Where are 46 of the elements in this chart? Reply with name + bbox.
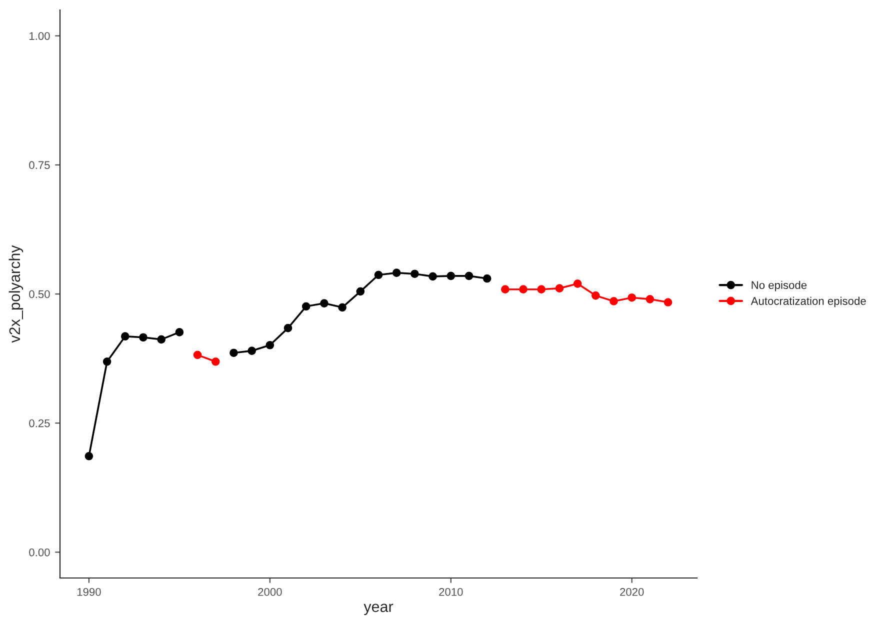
legend-label: Autocratization episode (750, 296, 866, 308)
point (302, 302, 310, 311)
point (248, 346, 256, 355)
point (537, 285, 546, 294)
point (392, 268, 401, 277)
point (573, 280, 582, 288)
point (193, 350, 202, 360)
point (428, 272, 437, 281)
point (591, 291, 600, 300)
point (120, 332, 130, 341)
point (410, 270, 419, 278)
point (664, 298, 672, 306)
point (211, 357, 220, 366)
point (464, 272, 474, 280)
point (320, 299, 328, 308)
point (84, 452, 94, 460)
point (646, 294, 654, 304)
point (501, 285, 510, 294)
point (610, 297, 618, 306)
x-tick-label: 2010 (439, 588, 463, 596)
point (446, 272, 456, 280)
point (139, 333, 148, 342)
y-tick-label: 1.00 (30, 32, 50, 40)
point (266, 340, 274, 350)
y-tick-label: 0.75 (29, 161, 50, 170)
y-axis-title: v2x_polyarchy (8, 245, 24, 343)
point (356, 287, 365, 296)
point (628, 293, 636, 302)
point (338, 303, 346, 312)
x-tick-label: 2020 (620, 588, 644, 596)
y-tick-label: 0.25 (29, 419, 50, 428)
point (555, 284, 564, 292)
y-tick-label: 0.00 (29, 548, 50, 556)
point (157, 335, 166, 344)
point (374, 270, 383, 280)
x-tick-label: 2000 (258, 588, 282, 596)
point (230, 348, 238, 358)
point (519, 285, 528, 294)
point (284, 324, 292, 332)
y-tick-label: 0.50 (29, 290, 50, 298)
x-axis-title: year (364, 604, 394, 616)
point (482, 274, 492, 283)
x-tick-label: 1990 (77, 588, 101, 596)
point (175, 328, 184, 336)
legend-label: No episode (752, 280, 807, 292)
point (102, 357, 112, 366)
